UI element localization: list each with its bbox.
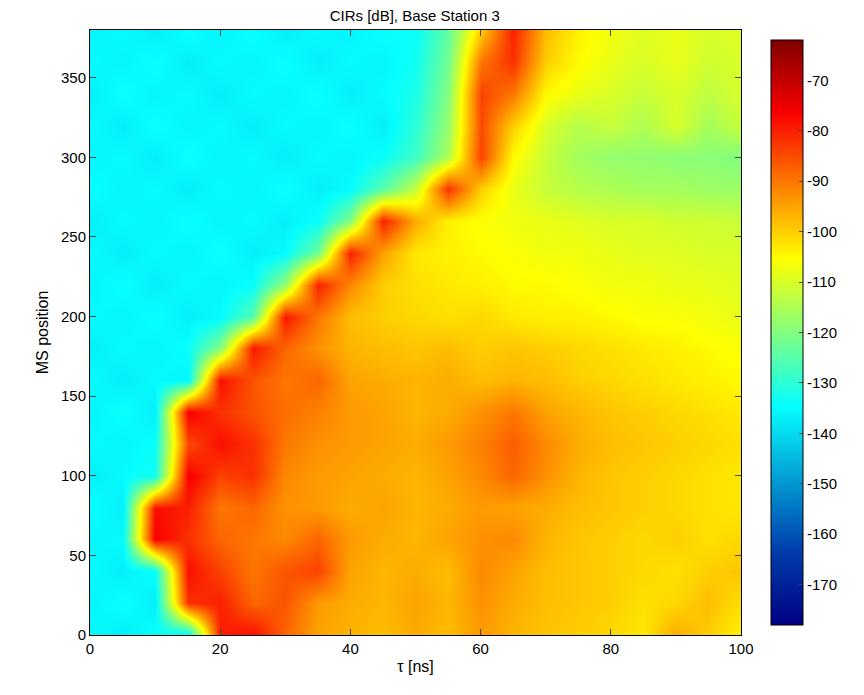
svg-text:-140: -140 [807, 425, 837, 442]
svg-text:-80: -80 [807, 122, 829, 139]
svg-text:200: 200 [61, 308, 86, 325]
svg-text:MS position: MS position [34, 291, 51, 375]
svg-text:250: 250 [61, 228, 86, 245]
svg-text:-160: -160 [807, 525, 837, 542]
svg-text:-130: -130 [807, 374, 837, 391]
svg-text:50: 50 [69, 547, 86, 564]
svg-text:40: 40 [342, 640, 359, 657]
svg-text:0: 0 [86, 640, 94, 657]
svg-text:20: 20 [212, 640, 229, 657]
svg-text:100: 100 [728, 640, 753, 657]
svg-text:150: 150 [61, 387, 86, 404]
svg-text:CIRs [dB], Base Station 3: CIRs [dB], Base Station 3 [330, 7, 500, 24]
svg-text:-170: -170 [807, 576, 837, 593]
svg-text:τ [ns]: τ [ns] [397, 658, 434, 675]
svg-text:-120: -120 [807, 324, 837, 341]
svg-text:60: 60 [472, 640, 489, 657]
svg-text:-150: -150 [807, 475, 837, 492]
svg-text:-110: -110 [807, 273, 836, 290]
svg-text:-100: -100 [807, 223, 837, 240]
svg-text:0: 0 [78, 626, 86, 643]
svg-text:100: 100 [61, 467, 86, 484]
svg-text:80: 80 [602, 640, 619, 657]
svg-text:300: 300 [61, 149, 86, 166]
svg-text:-70: -70 [807, 72, 829, 89]
svg-text:-90: -90 [807, 172, 829, 189]
svg-text:350: 350 [61, 69, 86, 86]
